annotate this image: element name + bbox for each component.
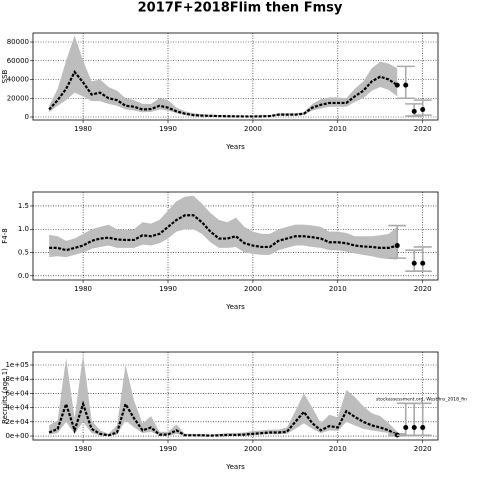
x-tick-label: 1980: [74, 285, 92, 293]
y-tick-label: 0: [25, 113, 29, 121]
confidence-band: [49, 354, 398, 436]
x-tick-label: 2020: [414, 125, 432, 133]
error-bar: [388, 224, 407, 259]
x-axis-label: Years: [225, 463, 245, 471]
forecast-point: [420, 424, 426, 430]
confidence-band: [49, 195, 398, 260]
x-tick-label: 2010: [329, 445, 347, 453]
error-bar: [413, 402, 432, 437]
plot-frame: [32, 351, 439, 441]
y-tick-label: 0.0: [18, 272, 29, 280]
x-tick-label: 2020: [414, 445, 432, 453]
error-bar: [396, 65, 415, 100]
y-tick-label: 4e+04: [5, 404, 29, 412]
error-bar: [405, 402, 424, 437]
y-tick-label: 20000: [7, 94, 29, 102]
x-tick-label: 1990: [159, 445, 177, 453]
x-tick-label: 1980: [74, 445, 92, 453]
x-tick-label: 2020: [414, 285, 432, 293]
y-tick-label: 1e+05: [5, 361, 29, 369]
plot-frame: [32, 191, 439, 281]
x-tick-label: 1980: [74, 125, 92, 133]
x-axis-label: Years: [225, 303, 245, 311]
x-tick-label: 1990: [159, 125, 177, 133]
forecast-point: [411, 424, 417, 430]
forecast-point: [420, 260, 426, 266]
forecast-point: [420, 107, 426, 112]
y-axis-label: SSB: [1, 69, 9, 83]
forecast-point: [403, 424, 409, 430]
y-tick-label: 1.0: [18, 225, 29, 233]
forecast-point: [403, 82, 409, 88]
y-tick-label: 80000: [7, 38, 29, 46]
confidence-band: [49, 35, 398, 117]
y-tick-label: 60000: [7, 57, 29, 65]
forecast-point: [411, 260, 417, 266]
y-tick-label: 2e+04: [5, 418, 29, 426]
x-tick-label: 2000: [244, 125, 262, 133]
estimate-line: [48, 69, 398, 118]
figure-title: 2017F+2018Flim then Fmsy: [138, 1, 343, 16]
y-tick-label: 40000: [7, 76, 29, 84]
forecast-point: [394, 243, 400, 249]
x-tick-label: 2000: [244, 445, 262, 453]
estimate-line: [48, 400, 398, 437]
y-tick-label: 6e+04: [5, 389, 29, 397]
plot-frame: [32, 32, 439, 121]
y-axis-label: Recruits (age 1): [1, 368, 9, 424]
x-axis-label: Years: [225, 143, 245, 151]
error-bar: [413, 246, 432, 272]
y-tick-label: 0e+00: [5, 432, 29, 440]
error-bar: [396, 402, 415, 437]
y-tick-label: 8e+04: [5, 375, 29, 383]
annotation: stockassessment.org, Westfins_2018_fin: [376, 397, 467, 403]
x-tick-label: 2000: [244, 285, 262, 293]
estimate-line: [49, 214, 398, 252]
x-tick-label: 2010: [329, 285, 347, 293]
y-tick-label: 1.5: [18, 202, 29, 210]
x-tick-label: 1990: [159, 285, 177, 293]
forecast-point: [411, 108, 417, 114]
y-axis-label: F4-8: [1, 228, 9, 243]
x-tick-label: 2010: [329, 125, 347, 133]
y-tick-label: 0.5: [18, 249, 29, 257]
error-bar: [405, 249, 424, 272]
forecast-point: [394, 82, 400, 88]
